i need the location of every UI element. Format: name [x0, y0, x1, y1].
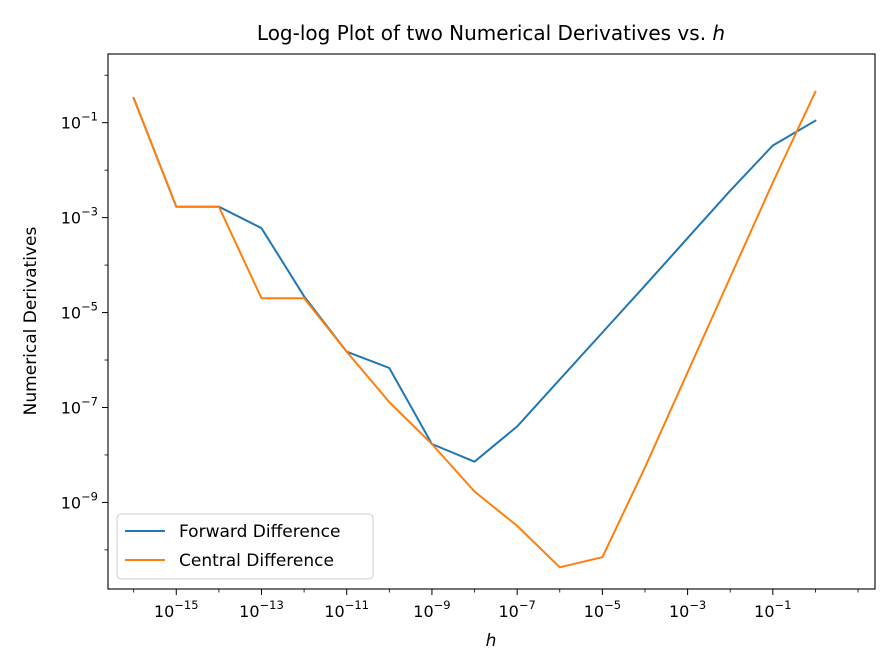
x-tick-label: 10−11: [324, 598, 369, 621]
x-tick-label: 10−13: [239, 598, 284, 621]
y-tick-label: 10−7: [61, 394, 98, 417]
legend-label-central-difference: Central Difference: [179, 551, 334, 571]
chart-title: Log-log Plot of two Numerical Derivative…: [257, 21, 725, 45]
legend: Forward Difference Central Difference: [116, 513, 374, 580]
y-tick-label: 10−5: [61, 300, 98, 323]
series-line-central-difference: [132, 90, 817, 569]
plot-frame: [107, 53, 876, 590]
x-axis-label: h: [486, 631, 497, 651]
legend-label-forward-difference: Forward Difference: [179, 522, 340, 542]
x-tick-label: 10−15: [154, 598, 199, 621]
legend-box: [116, 513, 374, 580]
series-lines: [132, 90, 817, 569]
y-axis-label: Numerical Derivatives: [21, 227, 41, 416]
x-tick-label: 10−1: [754, 598, 791, 621]
series-line-forward-difference: [132, 96, 817, 463]
x-tick-label: 10−3: [669, 598, 706, 621]
y-tick-label: 10−9: [61, 489, 98, 512]
x-tick-label: 10−5: [584, 598, 621, 621]
x-tick-label: 10−9: [413, 598, 450, 621]
y-tick-label: 10−1: [61, 110, 98, 133]
x-tick-label: 10−7: [498, 598, 535, 621]
y-tick-label: 10−3: [61, 205, 98, 228]
x-axis-ticks: 10−15 10−13 10−11 10−9 10−7 10−5 10−3 10−1: [133, 589, 859, 621]
y-axis-ticks: 10−1 10−3 10−5 10−7 10−9: [61, 74, 108, 551]
